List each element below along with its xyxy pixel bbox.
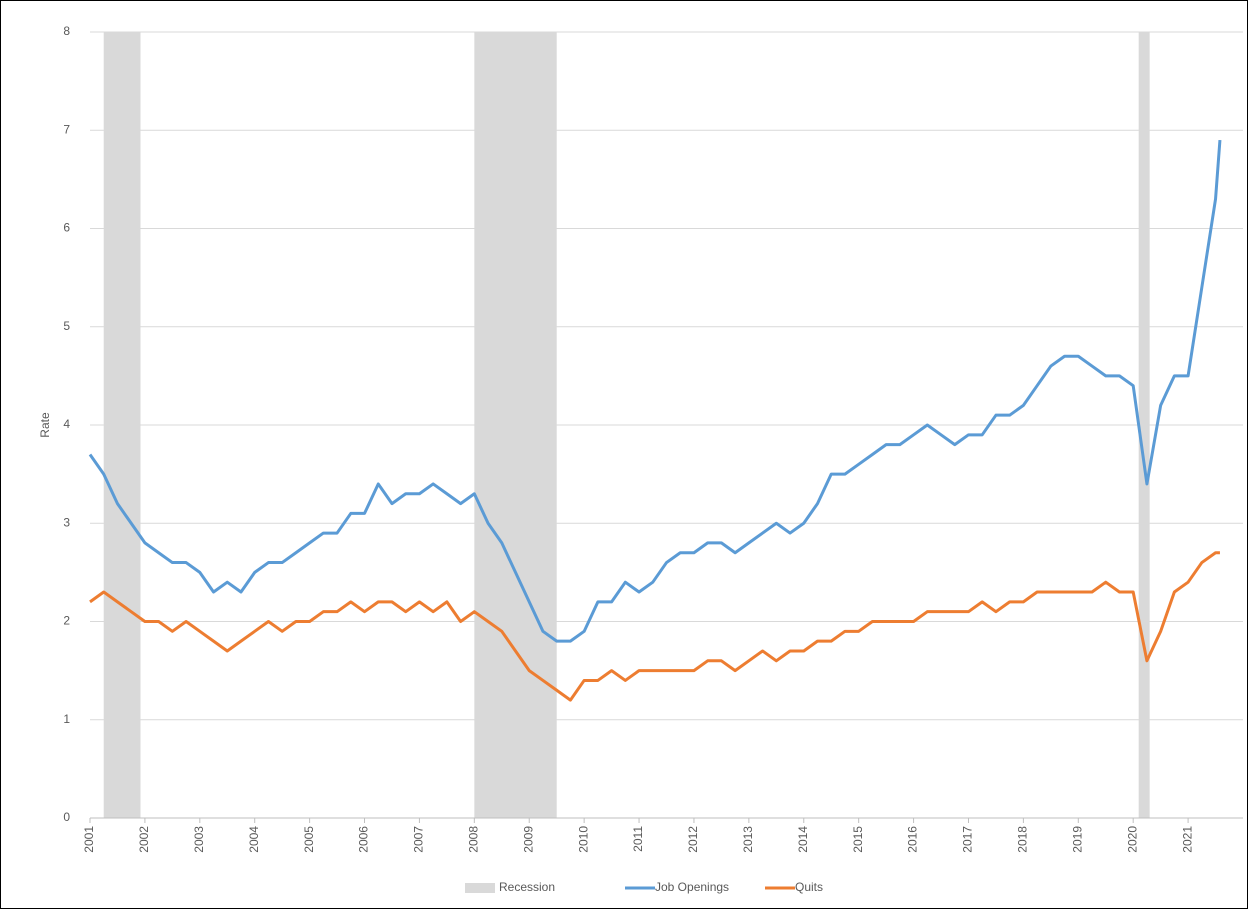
legend-label: Job Openings xyxy=(655,880,729,894)
x-tick-label: 2009 xyxy=(521,826,535,853)
x-tick-label: 2011 xyxy=(631,826,645,852)
y-tick-label: 8 xyxy=(63,24,70,38)
y-tick-label: 6 xyxy=(63,221,70,235)
y-tick-label: 1 xyxy=(63,712,70,726)
x-tick-label: 2003 xyxy=(192,826,206,853)
x-tick-label: 2006 xyxy=(357,826,371,853)
x-tick-label: 2005 xyxy=(302,826,316,853)
x-tick-label: 2010 xyxy=(576,826,590,853)
line-series xyxy=(89,551,1220,702)
y-tick-label: 0 xyxy=(63,810,70,824)
line-series xyxy=(88,139,1222,643)
x-tick-label: 2007 xyxy=(412,826,426,853)
x-tick-label: 2008 xyxy=(467,826,481,853)
x-tick-label: 2002 xyxy=(137,826,151,853)
legend-swatch xyxy=(465,883,495,893)
x-tick-label: 2016 xyxy=(906,826,920,853)
x-tick-label: 2017 xyxy=(961,826,975,853)
x-tick-label: 2019 xyxy=(1070,826,1084,853)
x-tick-label: 2015 xyxy=(851,826,865,853)
x-tick-label: 2012 xyxy=(686,826,700,853)
y-tick-label: 7 xyxy=(63,122,70,136)
x-tick-label: 2001 xyxy=(82,826,96,853)
y-tick-label: 2 xyxy=(63,614,70,628)
x-tick-label: 2021 xyxy=(1180,826,1194,853)
x-tick-label: 2004 xyxy=(247,826,261,853)
x-tick-label: 2018 xyxy=(1016,826,1030,853)
y-tick-label: 4 xyxy=(63,417,70,431)
y-axis-label: Rate xyxy=(38,412,52,438)
x-tick-label: 2013 xyxy=(741,826,755,853)
legend-label: Quits xyxy=(795,880,823,894)
x-tick-label: 2020 xyxy=(1125,826,1139,853)
x-tick-label: 2014 xyxy=(796,826,810,853)
legend-label: Recession xyxy=(499,880,555,894)
y-tick-label: 5 xyxy=(63,319,70,333)
y-tick-label: 3 xyxy=(63,515,70,529)
